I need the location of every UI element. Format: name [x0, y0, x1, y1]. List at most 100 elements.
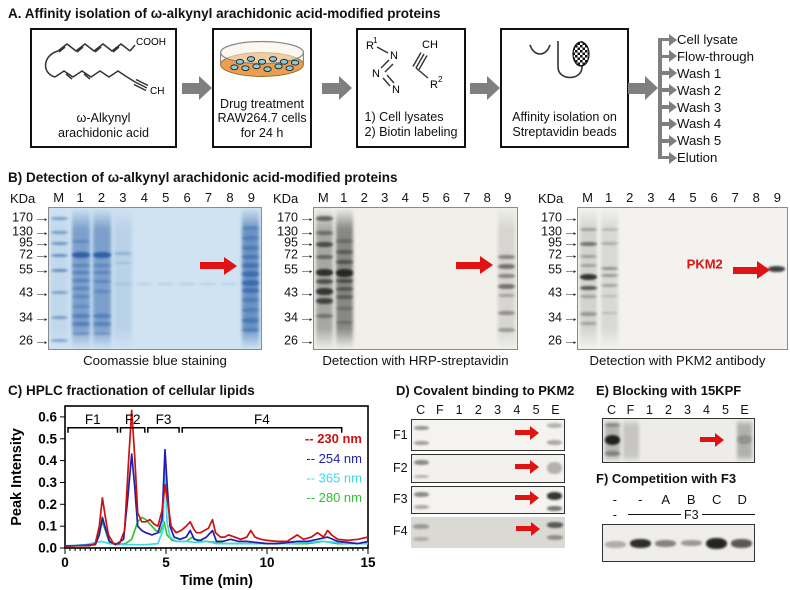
- output-item: Cell lysate: [658, 31, 754, 48]
- marker-value: 170: [541, 210, 562, 225]
- marker-arrow-icon: →: [33, 285, 51, 300]
- protein-band: [50, 253, 69, 258]
- lane-label: 9: [247, 190, 255, 205]
- lane-label: 1: [340, 190, 348, 205]
- output-item: Elution: [658, 149, 754, 166]
- flow-arrow-4: [628, 76, 658, 100]
- marker-arrow-icon: →: [562, 333, 580, 348]
- box-cell-lysates-biotin: R 1 N N N CH R 2 1) Cell lysates 2) Biot…: [356, 28, 466, 148]
- alkyne-r2-sup: 2: [438, 75, 443, 84]
- protein-band: [93, 279, 111, 283]
- protein-band: [220, 282, 238, 285]
- lane-label: F: [626, 403, 635, 417]
- lane-label: M: [582, 190, 593, 205]
- f3-group-label: F3: [683, 507, 699, 522]
- compound-name-line2: arachidonic acid: [57, 125, 149, 140]
- protein-band: [546, 440, 563, 446]
- protein-band: [93, 322, 111, 327]
- protein-band: [50, 315, 69, 320]
- protein-band: [413, 491, 430, 497]
- protein-band: [315, 230, 333, 235]
- marker-value: 130: [541, 224, 562, 239]
- lane-label: 7: [463, 190, 471, 205]
- lane-label: 2: [665, 403, 672, 417]
- protein-band: [413, 441, 430, 445]
- lane-smear: [93, 208, 111, 349]
- box4-line2: Streptavidin beads: [512, 125, 617, 139]
- blot-strip-f4: [411, 517, 565, 548]
- petri-dish-icon: [219, 40, 305, 77]
- marker-row: 130 →: [541, 224, 579, 239]
- protein-band: [547, 521, 564, 528]
- marker-arrow-icon: →: [33, 310, 51, 325]
- protein-band: [412, 523, 429, 529]
- marker-arrow-icon: →: [562, 262, 580, 277]
- lane-smear: [623, 419, 640, 462]
- lane-label: A: [661, 492, 671, 507]
- lane-label: 6: [183, 190, 191, 205]
- marker-value: 72: [284, 247, 298, 262]
- protein-band: [315, 254, 333, 259]
- protein-band: [241, 262, 260, 268]
- lane-label: 7: [204, 190, 213, 205]
- box2-line1: Drug treatment: [220, 96, 304, 111]
- marker-row: 130 →: [277, 224, 315, 238]
- blot-strip-f3: [411, 486, 565, 514]
- protein-band: [336, 295, 353, 300]
- branch-arrow-icon: [658, 84, 677, 96]
- protein-band: [600, 295, 619, 298]
- marker-arrow-icon: →: [33, 235, 51, 250]
- branch-arrow-icon: [658, 101, 677, 113]
- svg-text:F4: F4: [254, 412, 270, 427]
- protein-band: [579, 322, 598, 326]
- red-arrow-icon: [515, 521, 540, 536]
- protein-band: [50, 339, 69, 343]
- protein-band: [546, 423, 563, 428]
- protein-band: [93, 289, 111, 293]
- protein-band: [600, 241, 619, 245]
- marker-arrow-icon: →: [33, 262, 51, 277]
- protein-band: [315, 268, 333, 276]
- protein-band: [730, 539, 752, 549]
- protein-band: [72, 313, 90, 318]
- protein-band: [498, 264, 516, 270]
- output-label: Wash 1: [677, 65, 722, 81]
- svg-text:-- 365 nm: -- 365 nm: [306, 471, 362, 486]
- lane-label: 4: [668, 190, 676, 205]
- lane-label: 6: [710, 190, 718, 205]
- svg-text:0.0: 0.0: [38, 541, 57, 556]
- lane-label: 3: [381, 190, 389, 205]
- protein-band: [705, 538, 727, 550]
- svg-text:0.5: 0.5: [38, 431, 57, 446]
- lane-label: 3: [684, 403, 691, 417]
- kda-label-3: KDa: [538, 191, 564, 206]
- lane-label: 2: [626, 190, 634, 205]
- marker-row: 72 →: [19, 247, 50, 261]
- lane-smear: [498, 208, 516, 349]
- protein-band: [241, 271, 260, 278]
- marker-value: 95: [19, 235, 33, 250]
- protein-band: [600, 284, 619, 288]
- protein-band: [413, 505, 430, 510]
- protein-band: [655, 540, 677, 548]
- marker-value: 55: [284, 262, 298, 277]
- marker-arrow-icon: →: [33, 333, 51, 348]
- protein-band: [315, 288, 333, 296]
- protein-band: [156, 282, 175, 285]
- marker-row: 34 →: [548, 310, 579, 324]
- lane-label: 3: [647, 190, 655, 205]
- marker-arrow-icon: →: [33, 210, 51, 225]
- marker-row: 34 →: [284, 310, 315, 324]
- protein-band: [498, 274, 516, 279]
- branch-arrow-icon: [658, 135, 677, 146]
- lane-label: M: [317, 190, 329, 205]
- marker-row: 170 →: [12, 210, 50, 224]
- lane-label: 9: [504, 190, 512, 205]
- f3-line-left: [627, 513, 681, 516]
- lane-smear: [50, 208, 69, 349]
- output-label: Wash 5: [677, 133, 722, 149]
- protein-band: [579, 295, 598, 299]
- lane-label: 8: [752, 190, 760, 205]
